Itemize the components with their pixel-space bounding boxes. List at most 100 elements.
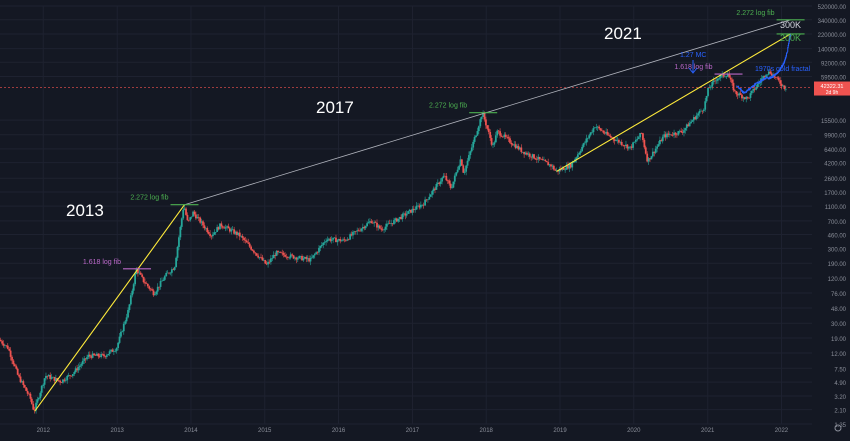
candle [131, 290, 134, 296]
candle [509, 138, 511, 143]
candle [374, 222, 377, 223]
candle [83, 358, 86, 361]
candle [517, 145, 520, 150]
candle [623, 145, 626, 147]
y-tick-label: 1100.00 [825, 205, 847, 211]
candle [700, 110, 702, 112]
candle [352, 232, 354, 236]
candle [254, 252, 257, 254]
candle [270, 258, 272, 262]
candle [455, 172, 458, 176]
candle [404, 213, 407, 216]
candle [386, 223, 388, 227]
candle [272, 254, 275, 259]
candle [425, 199, 428, 201]
candle [526, 152, 528, 155]
candle [168, 272, 170, 274]
candle [673, 132, 675, 136]
candle [364, 226, 367, 229]
candle [644, 147, 647, 154]
candle [712, 80, 715, 82]
candle [562, 167, 565, 170]
candle [29, 393, 32, 399]
y-tick-label: 460.00 [828, 233, 847, 239]
candle [643, 139, 646, 148]
candle [507, 137, 510, 139]
candle [112, 351, 115, 352]
candle [393, 220, 395, 225]
candle [22, 381, 25, 386]
candle [408, 209, 411, 212]
candle [81, 360, 84, 365]
candle [741, 94, 743, 99]
candle [584, 142, 586, 144]
candle [103, 354, 105, 357]
candle [742, 97, 745, 99]
candle [251, 249, 254, 251]
candle [421, 204, 424, 206]
y-tick-label: 520000.00 [818, 5, 847, 11]
candle [428, 196, 431, 200]
candle [523, 151, 526, 155]
candle [46, 375, 49, 377]
candle [50, 377, 53, 379]
y-tick-label: 140000.00 [818, 48, 847, 54]
candle [734, 90, 736, 92]
candle [776, 77, 779, 79]
candle [189, 217, 192, 221]
settings-gear-icon[interactable] [834, 424, 842, 432]
candle [175, 257, 178, 268]
candle [185, 208, 187, 215]
candle [70, 375, 73, 377]
candle [238, 232, 241, 237]
candle [486, 125, 489, 129]
candle [336, 240, 339, 243]
candle [674, 132, 677, 135]
candle [141, 274, 144, 277]
candle [688, 123, 691, 127]
candle [755, 87, 758, 90]
label-2013: 2013 [66, 201, 104, 220]
candle [415, 205, 418, 210]
candle [715, 80, 718, 82]
y-tick-label: 12.00 [831, 352, 847, 358]
candle [369, 221, 371, 223]
candle [93, 353, 95, 356]
candle [494, 135, 497, 143]
candle [311, 257, 313, 259]
candle [370, 221, 373, 223]
candle [714, 80, 716, 82]
candle [435, 183, 438, 190]
candle [381, 229, 384, 231]
label-fractal: 1970s gold fractal [755, 66, 811, 73]
candle [53, 376, 56, 381]
candle [178, 237, 180, 247]
candle [629, 146, 632, 148]
candle [453, 175, 456, 182]
candle [417, 205, 419, 207]
candle [267, 261, 269, 265]
candle [313, 254, 316, 256]
candle [57, 380, 60, 381]
candle [151, 289, 153, 291]
candle [717, 78, 719, 81]
candle [770, 73, 773, 76]
candle [678, 130, 681, 132]
candle [383, 229, 385, 231]
candle [146, 283, 149, 287]
candle [176, 246, 179, 258]
candle [30, 398, 33, 404]
candle [743, 97, 746, 99]
candle [342, 239, 344, 241]
candle [656, 146, 658, 149]
candle [606, 131, 609, 135]
candle [353, 231, 356, 233]
candle [676, 134, 678, 136]
candle [506, 136, 509, 138]
candle [671, 135, 674, 136]
candle [200, 221, 203, 223]
candle [388, 223, 391, 225]
candle [88, 354, 91, 357]
